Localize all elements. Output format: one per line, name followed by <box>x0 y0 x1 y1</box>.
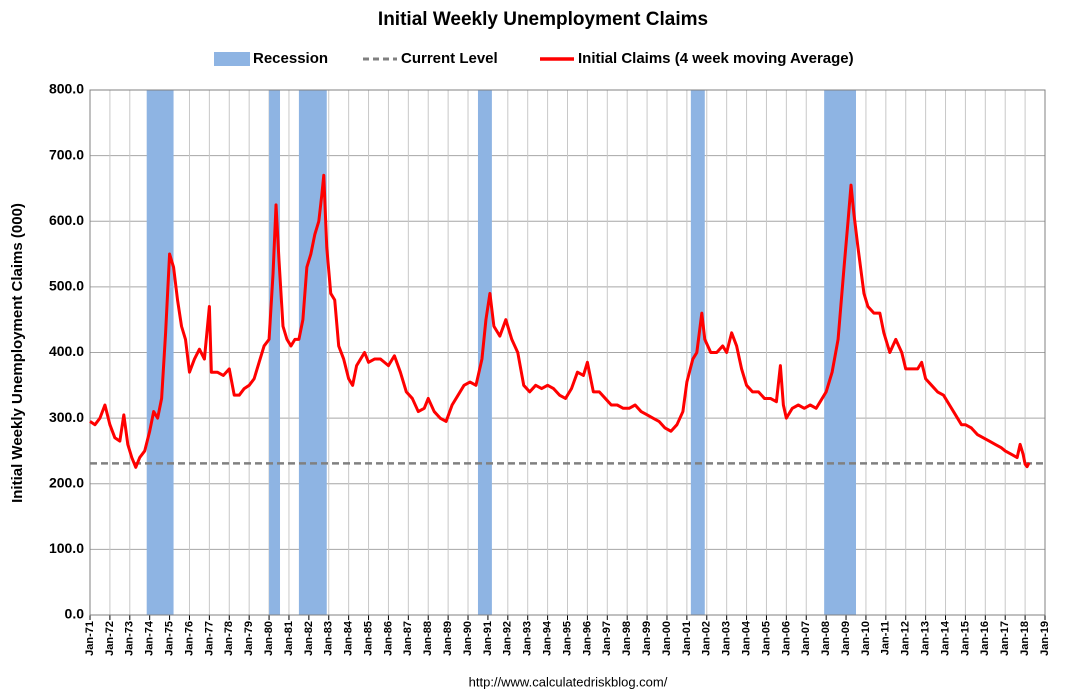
recession-band <box>824 90 856 615</box>
x-tick-label: Jan-05 <box>760 621 772 656</box>
x-tick-label: Jan-15 <box>959 621 971 656</box>
x-tick-label: Jan-03 <box>721 621 733 656</box>
recession-band <box>477 90 492 615</box>
x-tick-label: Jan-98 <box>621 621 633 656</box>
x-tick-label: Jan-00 <box>661 621 673 656</box>
plot-frame <box>89 89 1046 616</box>
x-tick-label: Jan-76 <box>183 621 195 656</box>
x-tick-label: Jan-18 <box>1019 621 1031 656</box>
x-tick-label: Jan-85 <box>362 621 374 656</box>
recession-band <box>146 90 174 615</box>
x-tick-label: Jan-17 <box>999 621 1011 656</box>
x-tick-label: Jan-74 <box>144 620 156 656</box>
x-tick-label: Jan-72 <box>104 621 116 656</box>
y-tick-label: 100.0 <box>49 540 84 556</box>
y-tick-label: 700.0 <box>49 146 84 162</box>
x-tick-label: Jan-02 <box>701 621 713 656</box>
x-tick-label: Jan-94 <box>542 620 554 656</box>
x-tick-label: Jan-96 <box>581 621 593 656</box>
x-tick-label: Jan-13 <box>920 621 932 656</box>
legend-label: Recession <box>253 50 328 67</box>
x-tick-label: Jan-19 <box>1039 621 1051 656</box>
x-tick-label: Jan-11 <box>880 621 892 655</box>
y-tick-label: 600.0 <box>49 212 84 228</box>
legend-label: Current Level <box>401 50 498 67</box>
x-tick-label: Jan-12 <box>900 621 912 656</box>
x-tick-label: Jan-10 <box>860 621 872 656</box>
x-tick-label: Jan-92 <box>502 621 514 656</box>
x-tick-label: Jan-89 <box>442 621 454 656</box>
x-tick-label: Jan-04 <box>740 620 752 656</box>
recession-band <box>269 90 281 615</box>
x-tick-label: Jan-77 <box>203 621 215 656</box>
y-tick-label: 500.0 <box>49 278 84 294</box>
legend-swatch <box>214 52 250 66</box>
x-tick-label: Jan-75 <box>163 621 175 656</box>
chart-title: Initial Weekly Unemployment Claims <box>378 9 708 30</box>
x-tick-label: Jan-90 <box>462 621 474 656</box>
x-tick-label: Jan-95 <box>561 621 573 656</box>
y-tick-label: 800.0 <box>49 81 84 97</box>
claims-line <box>89 173 1031 469</box>
legend-label: Initial Claims (4 week moving Average) <box>578 50 854 67</box>
x-tick-label: Jan-16 <box>979 621 991 656</box>
x-tick-label: Jan-06 <box>780 621 792 656</box>
x-tick-label: Jan-08 <box>820 621 832 656</box>
y-axis-label: Initial Weekly Unemployment Claims (000) <box>9 203 26 503</box>
source: http://www.calculatedriskblog.com/ <box>469 674 668 689</box>
x-tick-label: Jan-91 <box>482 621 494 656</box>
legend: Recession Current Level Initial Claims (… <box>214 50 854 67</box>
y-tick-label: 300.0 <box>49 409 84 425</box>
x-tick-label: Jan-07 <box>800 621 812 656</box>
x-tick-label: Jan-93 <box>522 621 534 656</box>
x-tick-label: Jan-73 <box>124 621 136 656</box>
x-tick-label: Jan-01 <box>681 621 693 656</box>
x-tick-label: Jan-09 <box>840 621 852 656</box>
x-tick-label: Jan-79 <box>243 621 255 656</box>
x-tick-label: Jan-97 <box>601 621 613 656</box>
y-tick-label: 400.0 <box>49 343 84 359</box>
x-tick-label: Jan-82 <box>303 621 315 656</box>
x-tick-label: Jan-88 <box>422 621 434 656</box>
x-tick-label: Jan-99 <box>641 621 653 656</box>
x-tick-label: Jan-87 <box>402 621 414 656</box>
x-tick-label: Jan-80 <box>263 621 275 656</box>
x-tick-label: Jan-83 <box>323 621 335 656</box>
x-tick-label: Jan-78 <box>223 621 235 656</box>
y-tick-label: 0.0 <box>65 606 85 622</box>
x-tick-label: Jan-86 <box>382 621 394 656</box>
recession-band <box>298 90 327 615</box>
y-tick-label: 200.0 <box>49 474 84 490</box>
x-tick-label: Jan-81 <box>283 621 295 656</box>
x-tick-label: Jan-84 <box>343 620 355 656</box>
x-tick-label: Jan-14 <box>939 620 951 656</box>
x-tick-label: Jan-71 <box>84 621 96 656</box>
